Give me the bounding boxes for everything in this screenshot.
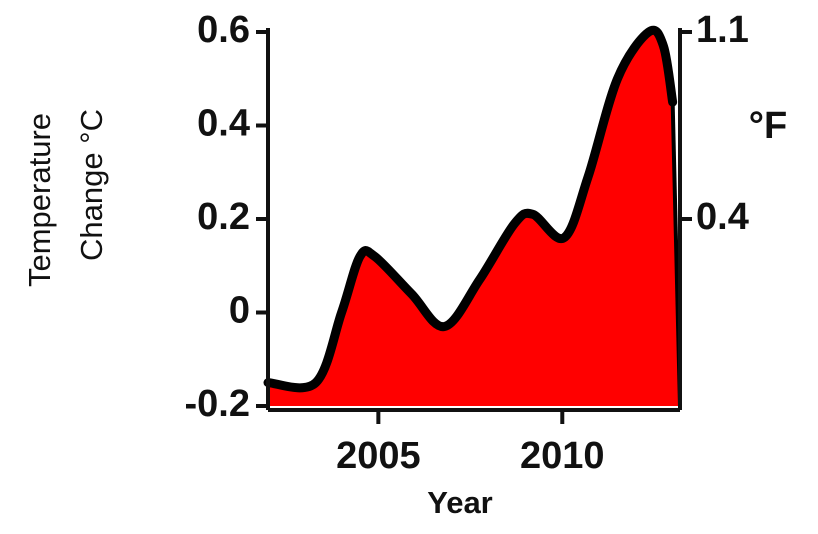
y-label-line: Temperature (22, 113, 57, 287)
x-tick-label: 2010 (520, 435, 605, 477)
y2-label: °F (749, 105, 787, 147)
x-label: Year (427, 485, 493, 520)
y2-tick-label: 1.1 (696, 9, 749, 51)
x-tick-label: 2005 (336, 435, 421, 477)
line (263, 25, 678, 393)
y-tick-label: 0 (229, 290, 250, 332)
y-label-line: Change °C (74, 109, 109, 261)
y-tick-label: -0.2 (185, 383, 250, 425)
y2-tick-label: 0.4 (696, 196, 749, 238)
y-tick-label: 0.2 (197, 196, 250, 238)
y-tick-label: 0.6 (197, 9, 250, 51)
y-tick-label: 0.4 (197, 103, 250, 145)
area (268, 30, 680, 406)
